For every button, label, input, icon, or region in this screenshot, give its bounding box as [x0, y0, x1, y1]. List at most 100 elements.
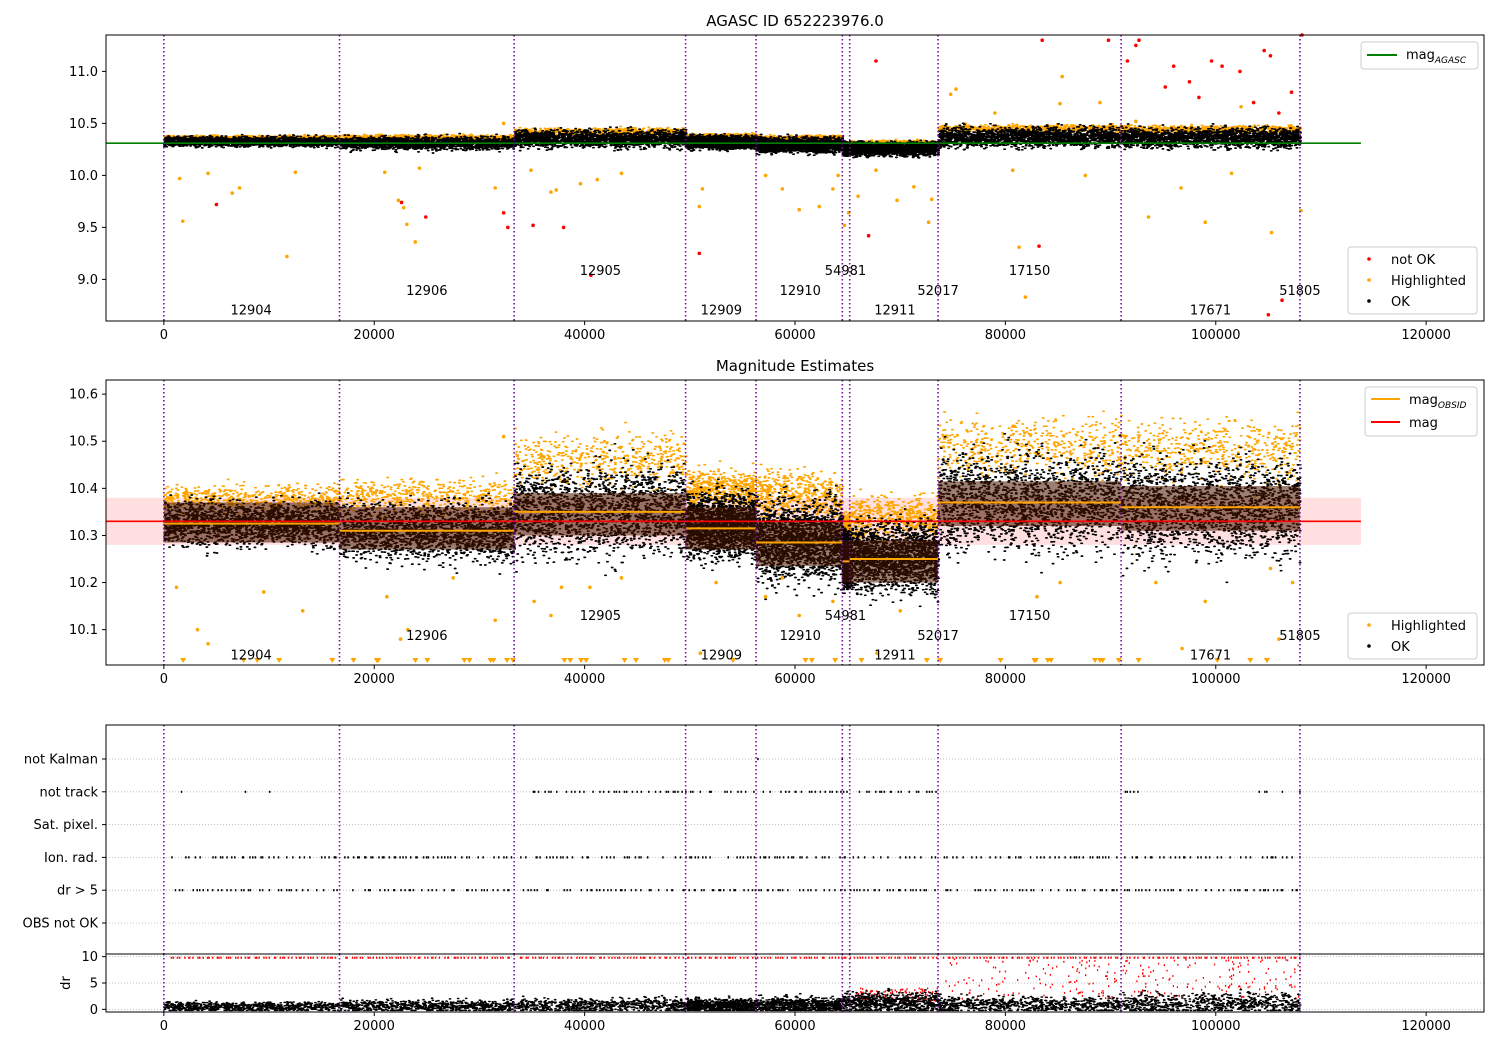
p1-highlighted-point-31: [856, 194, 860, 198]
panel4-data-layer: 0 5 10 0 20000 40000 60000 80000 100000 120000: [81, 950, 1484, 1034]
p1-highlighted-point-46: [1146, 215, 1151, 219]
p1-obsid-label-2: 12905: [580, 264, 621, 279]
p2-highlighted-point-10: [501, 434, 506, 439]
p1-highlighted-point-7: [382, 170, 387, 175]
p1-obsid-label-8: 17150: [1009, 264, 1050, 279]
p1-highlighted-point-26: [817, 204, 821, 209]
p2-mag-obsid-band-1: [339, 507, 515, 550]
legend2-marker-highlighted: [1367, 623, 1371, 627]
p1-notok-point-4: [506, 225, 510, 230]
p1-notok-point-15: [1134, 43, 1138, 48]
p1-obsid-label-4: 12910: [780, 284, 821, 299]
p2-highlighted-point-28: [1203, 599, 1208, 604]
panel-flags: not Kalman not track Sat. pixel. Ion. rad. d…: [23, 724, 1485, 955]
p1-notok-point-8: [697, 251, 702, 256]
p2-highlighted-point-7: [406, 627, 410, 632]
p3-category-label-5: OBS not OK: [23, 917, 99, 932]
p1-notok-point-22: [1220, 64, 1224, 68]
p1-highlighted-point-29: [842, 223, 847, 228]
p2-xtick-label-1: 20000: [354, 672, 395, 687]
p2-obsid-label-9: 17671: [1190, 649, 1231, 664]
p2-highlighted-point-29: [1268, 566, 1273, 571]
panel1-legend-lower-box: [1347, 246, 1478, 315]
panel1-legend-lower: not OK Highlighted OK: [1347, 246, 1478, 315]
p1-xtick-label-1: 20000: [354, 328, 395, 343]
p1-highlighted-point-2: [206, 171, 210, 176]
p2-highlighted-point-1: [195, 627, 200, 632]
p2-highlighted-point-17: [714, 580, 718, 585]
panel2-legend-lower-box: [1347, 612, 1478, 660]
p2-xtick-label-0: 0: [160, 672, 168, 687]
p1-highlighted-point-43: [1058, 101, 1062, 106]
p2-highlighted-point-24: [1035, 594, 1039, 599]
p4-ok-points-6: [937, 993, 1123, 1012]
p1-obsid-label-5: 54981: [825, 264, 866, 279]
p1-notok-point-1: [399, 200, 404, 205]
p4-xtick-label-1: 20000: [354, 1019, 395, 1034]
p1-notok-point-28: [1280, 298, 1284, 303]
p2-mag-obsid-band-8: [1121, 485, 1300, 531]
p1-highlighted-point-44: [1083, 173, 1088, 178]
p1-notok-point-3: [501, 211, 506, 215]
p1-highlighted-point-1: [180, 219, 185, 223]
p2-obsid-label-4: 12910: [780, 629, 821, 644]
p2-highlighted-point-8: [451, 576, 455, 580]
p1-highlighted-point-23: [763, 173, 768, 178]
p4-xtick-label-3: 60000: [774, 1019, 815, 1034]
p2-highlighted-point-4: [300, 609, 305, 613]
legend-label-highlighted: Highlighted: [1391, 274, 1466, 289]
p2-highlighted-point-23: [898, 609, 902, 613]
panel1-frame: [105, 34, 1485, 322]
p1-notok-point-19: [1187, 80, 1192, 84]
p1-ok-points-8: [1120, 123, 1303, 152]
p4-ytick-label-2: 10: [81, 950, 98, 965]
p3-category-label-2: Sat. pixel.: [34, 818, 98, 833]
p1-highlighted-point-13: [493, 186, 498, 190]
p1-notok-point-2: [423, 215, 428, 219]
p1-notok-point-13: [1106, 38, 1111, 42]
p1-xtick-label-6: 120000: [1401, 328, 1451, 343]
p1-notok-point-31: [1289, 90, 1294, 94]
p1-obsid-label-1: 12906: [406, 284, 447, 299]
panel-agasc-mag: AGASC ID 652223976.0 9.0 9.5 10.0 10.5 11.0 0…: [69, 12, 1485, 343]
p2-highlighted-point-15: [619, 576, 624, 580]
p3-category-label-4: dr > 5: [57, 884, 98, 899]
p1-highlighted-point-53: [1060, 74, 1064, 79]
p1-highlighted-point-3: [230, 191, 235, 195]
panel1-data-layer: 9.0 9.5 10.0 10.5 11.0 0 20000 40000 60000 80000 1…: [69, 33, 1451, 343]
p1-notok-point-11: [1037, 244, 1041, 248]
p2-xtick-label-2: 40000: [564, 672, 605, 687]
p1-highlighted-point-11: [413, 240, 418, 244]
p2-highlighted-point-16: [698, 651, 703, 656]
p1-obsid-label-10: 51805: [1279, 284, 1320, 299]
panel-magnitude-estimates: Magnitude Estimates 10.1 10.2 10.3 10.4 10.5…: [69, 357, 1485, 687]
p1-highlighted-point-40: [1010, 168, 1015, 172]
legend-label-not-ok: not OK: [1391, 253, 1436, 268]
p1-notok-point-20: [1197, 95, 1201, 100]
p2-mag-obsid-band-6: [849, 540, 939, 583]
p1-xtick-label-5: 100000: [1191, 328, 1241, 343]
p2-highlighted-point-5: [385, 594, 389, 599]
p1-highlighted-point-16: [549, 190, 553, 194]
p4-xtick-label-0: 0: [160, 1019, 168, 1034]
p1-notok-point-9: [866, 233, 871, 238]
p2-highlighted-point-14: [588, 585, 592, 590]
p1-highlighted-point-33: [895, 198, 899, 203]
p2-obsid-label-5: 54981: [825, 609, 866, 624]
p2-obsid-label-1: 12906: [406, 629, 447, 644]
p4-ok-points-4: [755, 992, 845, 1012]
p1-ytick-label-2: 10.0: [69, 169, 98, 184]
p1-highlighted-point-0: [177, 176, 182, 181]
p1-highlighted-point-36: [929, 197, 934, 202]
p1-ytick-label-4: 11.0: [69, 65, 98, 80]
panel4-frame: [105, 953, 1485, 1013]
p1-obsid-label-6: 12911: [874, 304, 915, 319]
p4-ytick-label-1: 5: [90, 977, 98, 992]
panel2-data-layer: 10.1 10.2 10.3 10.4 10.5 10.6 0 20000 40000 60000…: [69, 380, 1451, 687]
p4-xtick-label-4: 80000: [985, 1019, 1026, 1034]
p4-xtick-label-6: 120000: [1401, 1019, 1451, 1034]
p4-xtick-label-2: 40000: [564, 1019, 605, 1034]
p1-highlighted-point-24: [780, 187, 785, 191]
p2-highlighted-point-0: [174, 585, 179, 590]
p1-notok-point-21: [1209, 59, 1214, 63]
